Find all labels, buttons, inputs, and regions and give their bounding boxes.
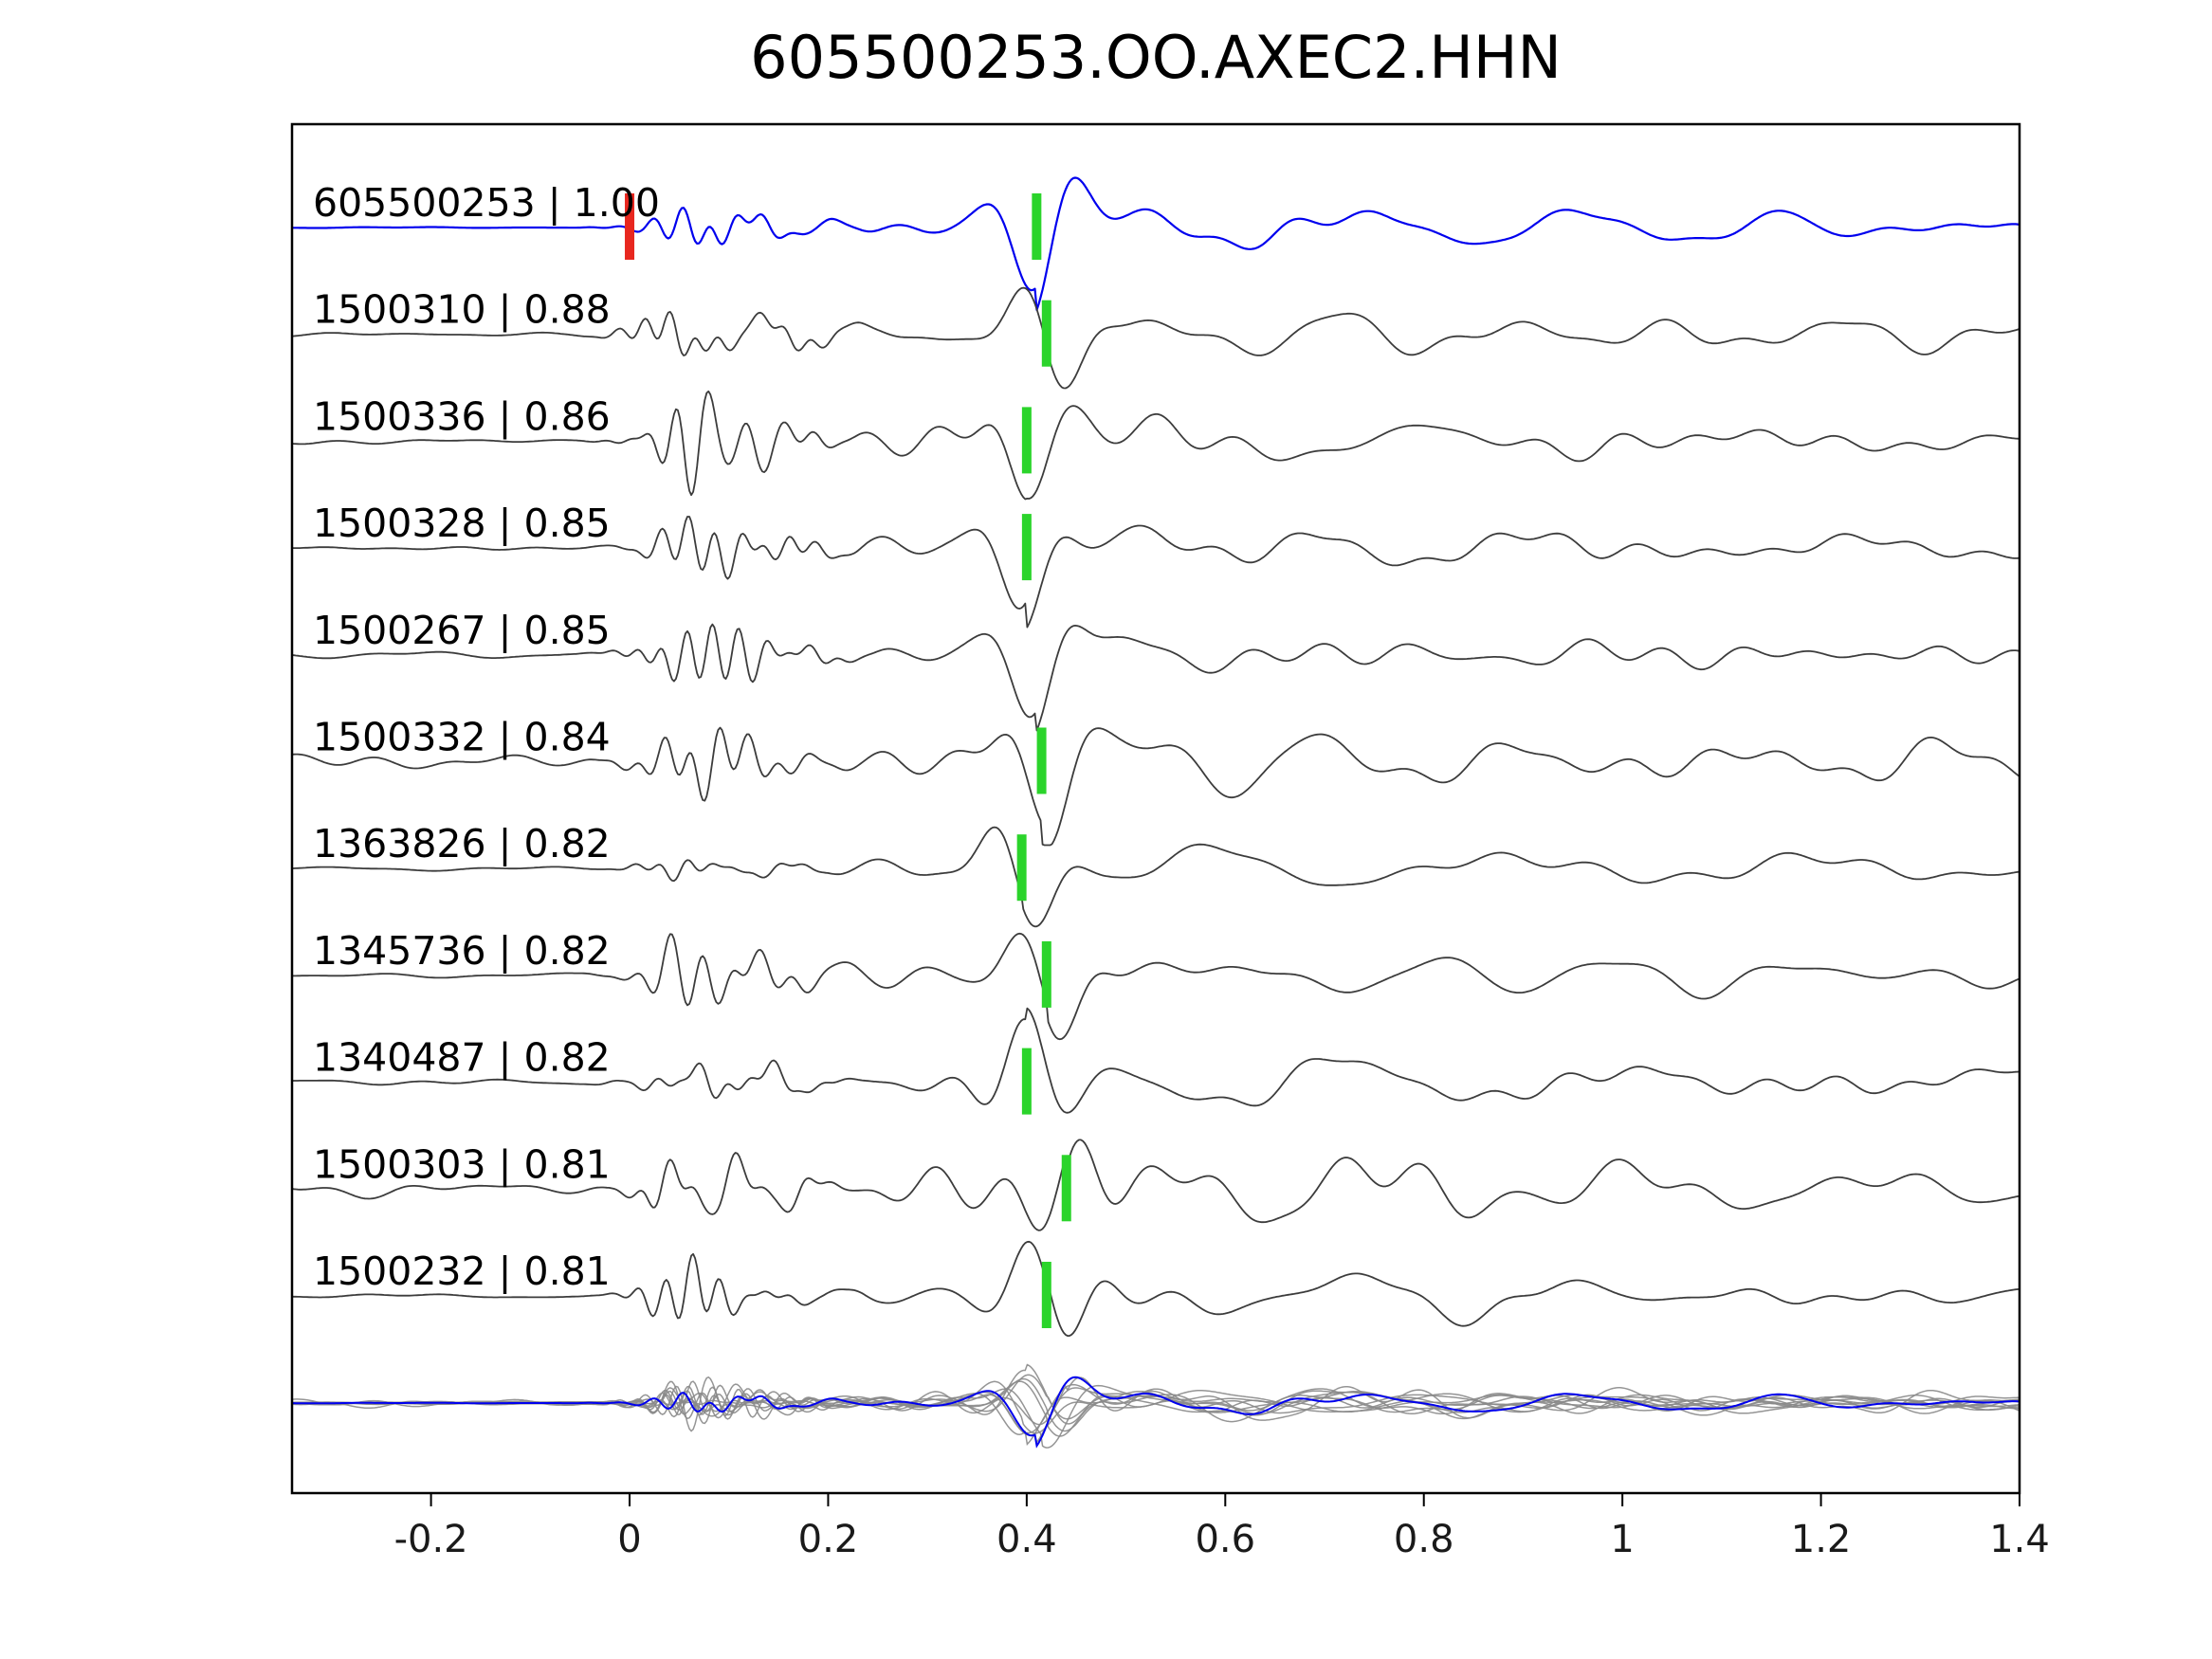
correlation-pick-marker-605500253	[1032, 193, 1042, 260]
x-tick-label: 1	[1610, 1518, 1634, 1561]
correlation-pick-marker-1363826	[1016, 834, 1027, 902]
trace-labels-group: 605500253 | 1.00 1500310 | 0.88 1500336 | …	[313, 180, 660, 1294]
waveform-trace-1500336	[291, 390, 2020, 501]
trace-label-1363826: 1363826 | 0.82	[313, 821, 611, 866]
traces-group	[291, 176, 2020, 1449]
x-tick-label: 0	[617, 1518, 641, 1561]
x-tick-label: 0.4	[996, 1518, 1057, 1561]
correlation-pick-marker-1500332	[1036, 727, 1047, 794]
x-tick-label: 1.2	[1791, 1518, 1852, 1561]
waveform-trace-1500232	[291, 1240, 2020, 1337]
correlation-pick-marker-1500328	[1021, 514, 1032, 581]
correlation-pick-marker-1500303	[1061, 1155, 1071, 1222]
correlation-pick-marker-1340487	[1021, 1048, 1032, 1115]
trace-label-1500336: 1500336 | 0.86	[313, 393, 611, 439]
waveform-trace-1500267	[291, 623, 2020, 732]
waveform-trace-1500332	[291, 726, 2020, 847]
correlation-pick-marker-1345736	[1041, 940, 1051, 1008]
overlay-reference-trace	[292, 1376, 2020, 1449]
trace-label-605500253: 605500253 | 1.00	[313, 180, 660, 226]
x-tick-label: -0.2	[394, 1518, 468, 1561]
correlation-pick-marker-1500336	[1021, 407, 1032, 474]
waveform-trace-605500253	[292, 176, 2020, 311]
trace-label-1500232: 1500232 | 0.81	[313, 1249, 611, 1294]
waveform-trace-1340487	[292, 1007, 2020, 1114]
trace-label-1500267: 1500267 | 0.85	[313, 608, 611, 653]
trace-label-1500328: 1500328 | 0.85	[313, 501, 611, 546]
waveform-trace-1345736	[292, 932, 2020, 1041]
trace-label-1345736: 1345736 | 0.82	[313, 928, 611, 974]
pick-markers-group	[625, 193, 1071, 1328]
plot-border	[290, 122, 2021, 1495]
x-tick-label: 0.2	[798, 1518, 859, 1561]
waveform-trace-1500328	[291, 516, 2020, 629]
waveform-trace-1363826	[292, 826, 2020, 928]
x-tick-label: 1.4	[1989, 1518, 2050, 1561]
figure-title: 605500253.OO.AXEC2.HHN	[750, 23, 1562, 92]
x-tick-label: 0.6	[1195, 1518, 1255, 1561]
waveform-trace-1500310	[291, 286, 2020, 390]
trace-label-1340487: 1340487 | 0.82	[313, 1035, 611, 1081]
correlation-pick-marker-1500310	[1041, 300, 1051, 367]
x-axis-ticks-group: -0.2 0 0.2 0.4 0.6 0.8 1 1.2 1.4	[394, 1493, 2050, 1561]
trace-label-1500332: 1500332 | 0.84	[313, 715, 611, 760]
x-tick-label: 0.8	[1394, 1518, 1454, 1561]
waveform-trace-1500303	[291, 1139, 2020, 1231]
trace-label-1500310: 1500310 | 0.88	[313, 287, 611, 333]
overlay-trace-1500303	[291, 1376, 2020, 1426]
reference-pick-marker-605500253	[625, 193, 635, 260]
trace-label-1500303: 1500303 | 0.81	[313, 1141, 611, 1187]
correlation-pick-marker-1500232	[1041, 1262, 1051, 1328]
